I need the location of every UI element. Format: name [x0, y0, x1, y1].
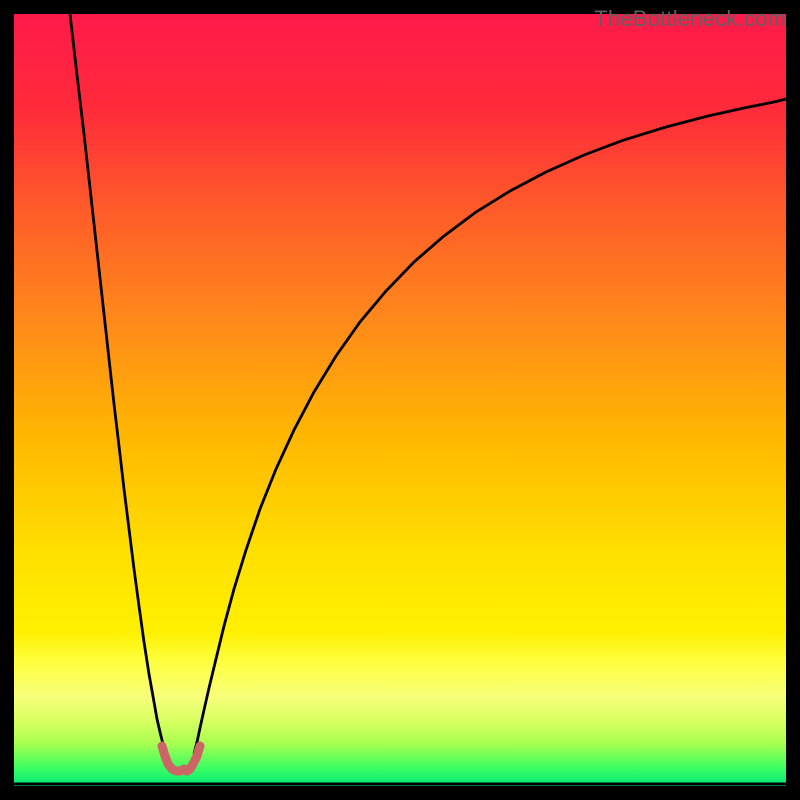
- chart-container: TheBottleneck.com: [0, 0, 800, 800]
- chart-svg: [14, 14, 786, 786]
- chart-background: [14, 14, 786, 786]
- watermark-text: TheBottleneck.com: [594, 6, 786, 32]
- plot-area: [14, 14, 786, 786]
